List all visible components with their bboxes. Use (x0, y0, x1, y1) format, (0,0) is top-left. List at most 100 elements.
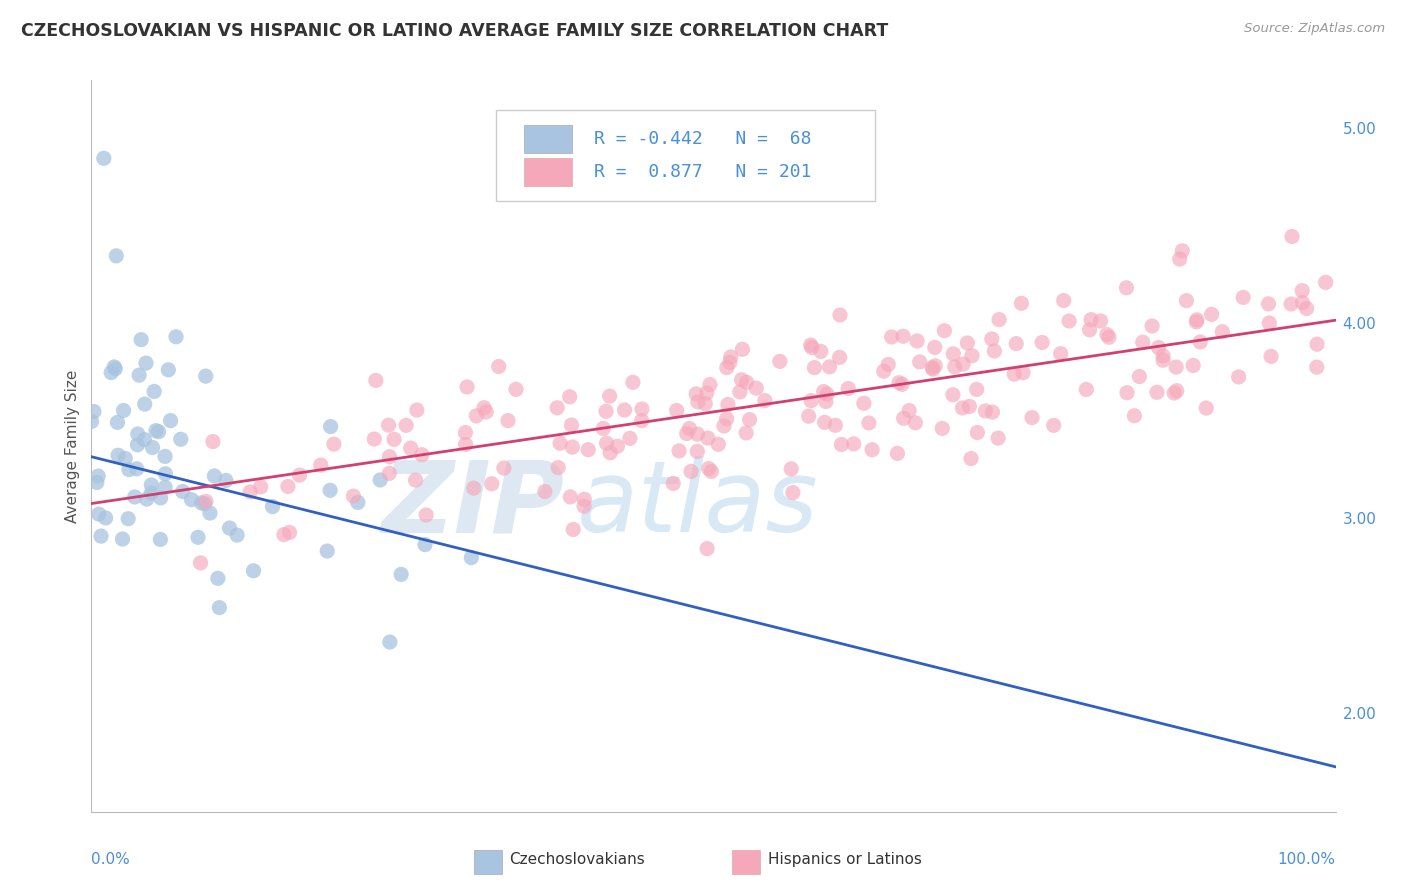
Point (100, 366, 122, 380)
Point (931, 421, 953, 435)
Point (382, 433, 405, 447)
Point (142, 441, 165, 455)
Point (720, 350, 742, 364)
Point (697, 461, 720, 475)
Point (496, 414, 519, 428)
Point (456, 380, 478, 394)
Point (319, 483, 342, 498)
Point (1232, 290, 1254, 304)
Point (153, 450, 176, 464)
Text: 0.0%: 0.0% (91, 852, 131, 867)
Point (713, 419, 735, 434)
Point (378, 467, 401, 481)
Point (592, 421, 614, 435)
Text: Czechoslovakians: Czechoslovakians (509, 852, 645, 867)
Text: R = -0.442   N =  68: R = -0.442 N = 68 (595, 130, 811, 148)
Point (574, 492, 596, 507)
Point (195, 494, 218, 508)
Point (987, 431, 1010, 445)
Point (1182, 359, 1205, 373)
Point (685, 387, 707, 401)
Point (80, 414, 103, 428)
Point (904, 416, 927, 430)
Point (1098, 330, 1121, 344)
Point (153, 480, 176, 494)
Point (488, 359, 510, 374)
Point (1171, 244, 1194, 258)
Point (988, 312, 1011, 326)
Y-axis label: Average Family Size: Average Family Size (65, 369, 80, 523)
Point (94, 511, 117, 525)
Point (415, 508, 437, 522)
Point (134, 433, 156, 447)
Point (165, 330, 187, 344)
Point (278, 525, 301, 540)
Point (966, 383, 988, 397)
Point (1128, 369, 1150, 384)
Point (124, 490, 146, 504)
Point (662, 476, 685, 491)
Point (1185, 313, 1208, 327)
Point (908, 355, 931, 369)
Point (942, 388, 965, 402)
Point (1306, 360, 1329, 375)
Point (141, 478, 163, 492)
Point (194, 369, 217, 384)
Point (1049, 347, 1071, 361)
Point (534, 484, 557, 499)
Point (898, 403, 921, 417)
Point (560, 490, 582, 504)
Point (218, 521, 240, 535)
Point (208, 600, 231, 615)
Point (1279, 297, 1302, 311)
Point (818, 359, 841, 374)
Point (934, 324, 956, 338)
Point (107, 448, 129, 462)
Point (891, 329, 914, 343)
Point (957, 400, 980, 414)
Point (728, 384, 751, 399)
Point (319, 419, 342, 434)
Point (905, 334, 928, 348)
Point (1258, 316, 1281, 330)
Point (1010, 296, 1032, 310)
Point (547, 460, 569, 475)
Point (134, 397, 156, 411)
Point (960, 451, 983, 466)
Point (104, 362, 127, 376)
Point (1227, 370, 1250, 384)
Bar (524, 125, 572, 153)
Point (952, 401, 974, 415)
Point (981, 405, 1004, 419)
Point (1201, 307, 1223, 321)
Point (215, 474, 238, 488)
Point (125, 462, 148, 476)
Point (572, 500, 595, 514)
Point (1260, 350, 1282, 364)
Point (129, 333, 152, 347)
Point (561, 440, 583, 454)
Point (1002, 367, 1025, 381)
Point (1291, 295, 1313, 310)
Point (1291, 284, 1313, 298)
Point (170, 432, 193, 446)
Point (696, 431, 718, 445)
Point (1189, 334, 1212, 349)
Point (717, 397, 740, 411)
Point (960, 349, 983, 363)
Point (686, 444, 709, 458)
Point (966, 425, 988, 440)
Point (143, 384, 166, 399)
Point (103, 359, 125, 374)
Point (93, 151, 115, 165)
Text: atlas: atlas (576, 456, 818, 553)
Point (716, 411, 738, 425)
Point (619, 431, 641, 445)
Point (718, 355, 741, 369)
Point (202, 469, 225, 483)
Point (378, 635, 401, 649)
Point (606, 439, 628, 453)
Point (249, 480, 271, 494)
Point (1140, 319, 1163, 334)
Text: 5.00: 5.00 (1343, 121, 1376, 136)
